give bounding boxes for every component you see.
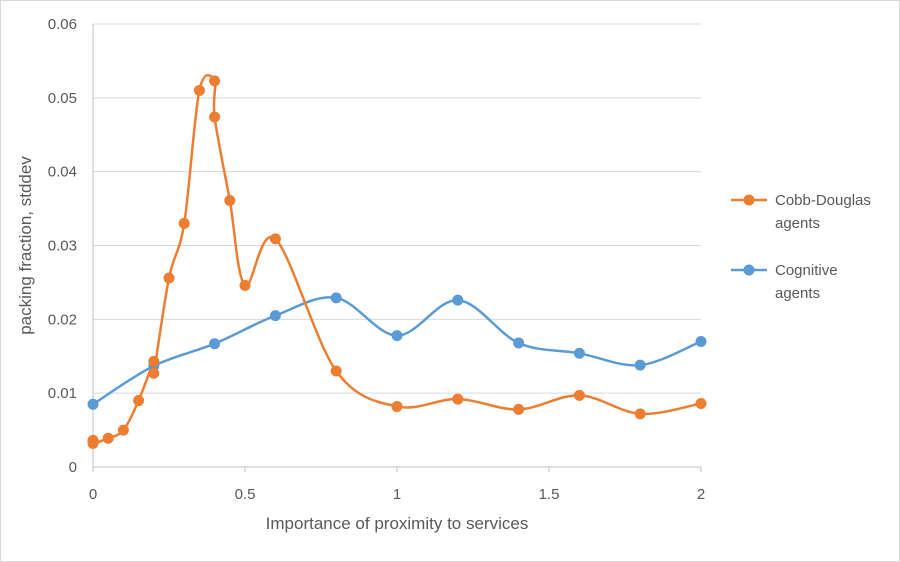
data-point bbox=[513, 403, 525, 415]
data-point bbox=[634, 408, 646, 420]
data-point bbox=[695, 398, 707, 410]
data-point bbox=[634, 359, 646, 371]
data-point bbox=[391, 330, 403, 342]
data-point bbox=[391, 400, 403, 412]
data-point bbox=[193, 84, 205, 96]
data-point bbox=[87, 398, 99, 410]
axes bbox=[92, 24, 702, 472]
y-tick-label: 0.06 bbox=[48, 16, 77, 33]
legend: Cobb-Douglas agents Cognitive agents bbox=[731, 192, 871, 302]
y-tick-label: 0 bbox=[69, 459, 77, 476]
series-lines bbox=[90, 73, 702, 445]
x-tick-label: 2 bbox=[697, 486, 705, 503]
y-axis-label: packing fraction, stddev bbox=[16, 156, 35, 335]
data-point bbox=[573, 389, 585, 401]
data-point bbox=[163, 272, 175, 284]
x-tick-label: 0.5 bbox=[235, 486, 256, 503]
data-point bbox=[452, 294, 464, 306]
data-point bbox=[87, 437, 99, 449]
data-point bbox=[452, 393, 464, 405]
x-axis-label: Importance of proximity to services bbox=[266, 514, 529, 533]
y-tick-label: 0.05 bbox=[48, 90, 77, 107]
series-line-1 bbox=[92, 296, 702, 406]
data-point bbox=[148, 355, 160, 367]
y-tick-label: 0.03 bbox=[48, 238, 77, 255]
data-point bbox=[117, 424, 129, 436]
data-point bbox=[133, 395, 145, 407]
y-tick-label: 0.01 bbox=[48, 385, 77, 402]
data-point bbox=[269, 310, 281, 322]
data-point bbox=[224, 194, 236, 206]
legend-label: agents bbox=[775, 215, 820, 232]
legend-swatch-marker bbox=[743, 194, 755, 206]
data-point bbox=[269, 233, 281, 245]
data-point bbox=[330, 365, 342, 377]
x-tick-label: 1 bbox=[393, 486, 401, 503]
legend-label: agents bbox=[775, 285, 820, 302]
data-point bbox=[209, 75, 221, 87]
x-tick-label: 0 bbox=[89, 486, 97, 503]
y-tick-label: 0.02 bbox=[48, 311, 77, 328]
x-tick-labels: 0 0.5 1 1.5 2 bbox=[89, 486, 705, 503]
y-tick-labels: 0 0.01 0.02 0.03 0.04 0.05 0.06 bbox=[48, 16, 77, 476]
legend-label: Cobb-Douglas bbox=[775, 192, 871, 209]
data-point bbox=[695, 335, 707, 347]
data-point bbox=[209, 338, 221, 350]
data-point bbox=[513, 337, 525, 349]
data-point bbox=[209, 111, 221, 123]
y-tick-label: 0.04 bbox=[48, 164, 77, 181]
legend-label: Cognitive bbox=[775, 262, 838, 279]
data-point bbox=[102, 432, 114, 444]
series-line-0 bbox=[90, 73, 702, 445]
legend-swatch-marker bbox=[743, 264, 755, 276]
data-point bbox=[330, 292, 342, 304]
data-point bbox=[178, 217, 190, 229]
series-points bbox=[87, 75, 707, 449]
data-point bbox=[148, 367, 160, 379]
data-point bbox=[239, 279, 251, 291]
gridlines bbox=[93, 23, 701, 394]
x-tick-label: 1.5 bbox=[539, 486, 560, 503]
data-point bbox=[573, 347, 585, 359]
